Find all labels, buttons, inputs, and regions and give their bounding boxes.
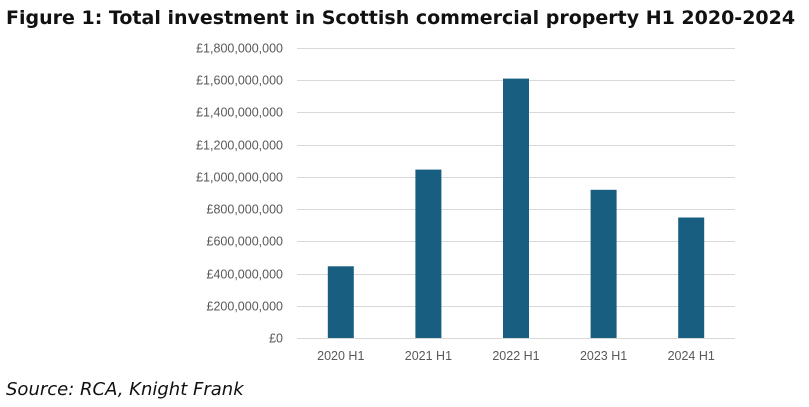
x-tick-label: 2023 H1 bbox=[580, 349, 627, 363]
bars bbox=[327, 78, 705, 338]
y-tick-label: £1,000,000,000 bbox=[196, 171, 283, 185]
bar-2024-h1 bbox=[678, 217, 705, 338]
source-note: Source: RCA, Knight Frank bbox=[6, 379, 244, 400]
bar-2021-h1 bbox=[415, 169, 442, 338]
x-tick-label: 2024 H1 bbox=[668, 349, 715, 363]
bar-chart: £0 £200,000,000 £400,000,000 £600,000,000 £8… bbox=[196, 42, 735, 363]
x-axis-tick-labels: 2020 H1 2021 H1 2022 H1 2023 H1 2024 H1 bbox=[317, 349, 715, 363]
x-tick-label: 2021 H1 bbox=[405, 349, 452, 363]
figure-title: Figure 1: Total investment in Scottish c… bbox=[6, 7, 796, 29]
y-tick-label: £200,000,000 bbox=[207, 300, 284, 314]
bar-2020-h1 bbox=[327, 266, 354, 338]
y-tick-label: £1,200,000,000 bbox=[196, 139, 283, 153]
y-tick-label: £0 bbox=[269, 332, 283, 346]
x-tick-label: 2020 H1 bbox=[317, 349, 364, 363]
y-tick-label: £1,400,000,000 bbox=[196, 106, 283, 120]
y-tick-label: £1,800,000,000 bbox=[196, 42, 283, 56]
y-tick-label: £800,000,000 bbox=[207, 203, 284, 217]
y-tick-label: £600,000,000 bbox=[207, 235, 284, 249]
bar-2022-h1 bbox=[503, 78, 529, 338]
y-tick-label: £1,600,000,000 bbox=[196, 74, 283, 88]
y-tick-label: £400,000,000 bbox=[207, 268, 284, 282]
bar-2023-h1 bbox=[590, 189, 617, 338]
y-axis-tick-labels: £0 £200,000,000 £400,000,000 £600,000,000 £8… bbox=[196, 42, 283, 346]
x-tick-label: 2022 H1 bbox=[492, 349, 539, 363]
